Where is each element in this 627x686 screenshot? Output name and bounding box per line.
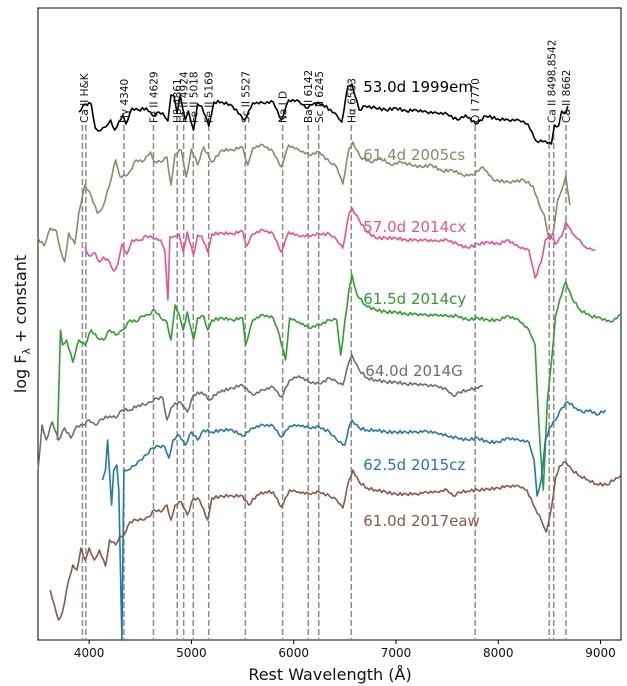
y-axis-label-main: log F [11, 354, 30, 393]
y-axis-label-sub: λ [20, 347, 33, 354]
spectrum-label-62-5d-2015cz: 62.5d 2015cz [363, 456, 465, 474]
line-label-fe-ii-5169: Fe II 5169 [204, 71, 216, 123]
x-tick-label-5000: 5000 [176, 646, 207, 660]
spectrum-label-64-0d-2014g: 64.0d 2014G [365, 362, 463, 380]
line-label-h-4340: Hγ 4340 [119, 79, 131, 123]
spectrum-label-53-0d-1999em: 53.0d 1999em [363, 78, 473, 96]
line-label-fe-ii-4924: Fe II 4924 [179, 71, 191, 123]
series-layer [37, 83, 622, 641]
line-label-sc-ii-5527: Sc II 5527 [240, 71, 252, 123]
y-axis-label-suffix: + constant [11, 255, 30, 348]
spectrum-label-61-4d-2005cs: 61.4d 2005cs [363, 146, 465, 164]
spectrum-label-61-5d-2014cy: 61.5d 2014cy [363, 290, 466, 308]
spectrum-61-4d-2005cs [37, 141, 571, 263]
x-tick-label-9000: 9000 [585, 646, 616, 660]
x-tick-label-8000: 8000 [483, 646, 514, 660]
line-label-ca-ii-h-k: Ca II H&K [79, 72, 91, 123]
spectrum-57-0d-2014cx [84, 207, 596, 301]
spectrum-61-0d-2017eaw [49, 461, 622, 621]
x-axis-label: Rest Wavelength (Å) [248, 665, 411, 684]
spectrum-53-0d-1999em [78, 83, 569, 145]
x-tick-label-6000: 6000 [278, 646, 309, 660]
line-label-fe-ii-4629: Fe II 4629 [148, 71, 160, 123]
spectrum-64-0d-2014g [37, 354, 483, 471]
x-tick-label-7000: 7000 [381, 646, 412, 660]
line-label-ca-ii-8662: Ca II 8662 [561, 70, 573, 123]
line-label-h-6563: Hα 6563 [346, 78, 358, 123]
line-markers [81, 125, 567, 640]
y-axis-label: log Fλ + constant [11, 255, 33, 393]
spectrum-62-5d-2015cz [101, 401, 607, 641]
plot-frame [37, 7, 622, 641]
line-label-h-4861: Hβ 4861 [172, 78, 184, 123]
spectrum-label-57-0d-2014cx: 57.0d 2014cx [363, 218, 466, 236]
x-axis: 4000 5000 6000 7000 8000 9000 [74, 640, 616, 660]
spectrum-label-61-0d-2017eaw: 61.0d 2017eaw [363, 512, 480, 530]
line-label-fe-ii-5018: Fe II 5018 [188, 71, 200, 123]
spectrum-61-5d-2014cy [56, 274, 621, 491]
x-tick-label-4000: 4000 [74, 646, 105, 660]
series-labels: 53.0d 1999em 61.4d 2005cs 57.0d 2014cx 61.5… [363, 78, 480, 530]
line-label-sc-ii-6245: Sc II 6245 [314, 71, 326, 123]
line-label-na-i-d: Na I D [278, 91, 290, 123]
line-label-ca-ii-8498-8542: Ca II 8498,8542 [546, 40, 558, 123]
line-label-o-i-7770: O I 7770 [470, 78, 482, 123]
line-label-ba-ii-6142: Ba II 6142 [303, 70, 315, 123]
